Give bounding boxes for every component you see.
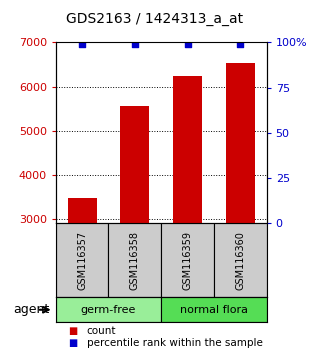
Bar [56, 223, 108, 297]
Bar [214, 223, 267, 297]
Bar [173, 76, 202, 223]
Text: ■: ■ [68, 338, 78, 348]
Text: GSM116358: GSM116358 [130, 231, 140, 290]
Text: count: count [87, 326, 116, 336]
Point [238, 41, 243, 47]
Text: GSM116360: GSM116360 [235, 231, 245, 290]
Point [185, 41, 190, 47]
Text: agent: agent [13, 303, 50, 316]
Text: germ-free: germ-free [81, 305, 136, 315]
Point [80, 41, 85, 47]
Text: GSM116357: GSM116357 [77, 230, 87, 290]
Text: percentile rank within the sample: percentile rank within the sample [87, 338, 263, 348]
Bar [68, 198, 97, 223]
Bar [161, 297, 267, 322]
Text: ■: ■ [68, 326, 78, 336]
Point [132, 41, 137, 47]
Bar [108, 223, 161, 297]
Text: GDS2163 / 1424313_a_at: GDS2163 / 1424313_a_at [66, 12, 244, 27]
Bar [161, 223, 214, 297]
Text: GSM116359: GSM116359 [183, 231, 193, 290]
Bar [56, 297, 161, 322]
Bar [120, 106, 149, 223]
Text: normal flora: normal flora [180, 305, 248, 315]
Bar [226, 63, 255, 223]
